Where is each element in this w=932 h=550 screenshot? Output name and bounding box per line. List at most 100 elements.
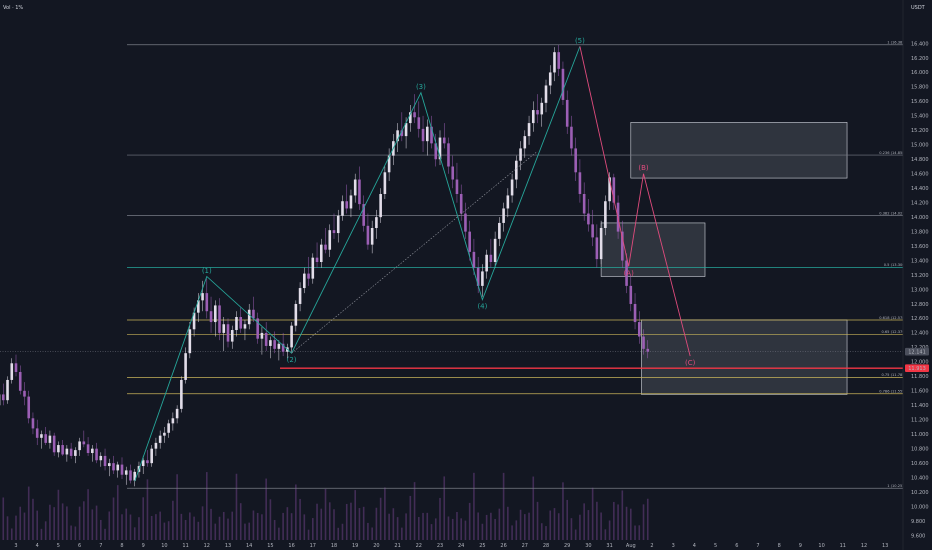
volume-bar — [528, 512, 530, 540]
volume-bar — [396, 517, 399, 540]
candle-body — [489, 254, 493, 263]
volume-bar — [290, 513, 293, 540]
volume-bar — [379, 497, 382, 540]
date-tick-label: 31 — [606, 543, 612, 549]
volume-bar — [6, 516, 9, 540]
date-tick-label: 9 — [142, 543, 145, 549]
candle-body — [52, 435, 56, 453]
date-tick-label: 20 — [373, 543, 379, 549]
candle-body — [230, 330, 234, 342]
candle-body — [154, 442, 158, 449]
date-tick-label: 3 — [672, 543, 675, 549]
candle-body — [6, 379, 9, 401]
corrective-wave-label: (C) — [685, 359, 696, 367]
price-tick-label: 12.400 — [911, 331, 929, 337]
price-tick-label: 16.200 — [911, 56, 929, 62]
candle-body — [31, 418, 35, 429]
volume-bar — [295, 484, 297, 540]
date-tick-label: 14 — [246, 543, 252, 549]
volume-bar — [104, 528, 106, 540]
candle-body — [218, 305, 221, 333]
volume-bar — [324, 488, 327, 540]
price-tick-label: 12.000 — [911, 360, 929, 366]
date-tick-label: 13 — [882, 543, 888, 549]
candle-body — [531, 110, 535, 124]
volume-bar — [341, 523, 344, 540]
volume-bar — [146, 479, 149, 540]
candle-body — [273, 340, 276, 349]
date-tick-label: 8 — [778, 543, 781, 549]
candle-body — [35, 428, 39, 438]
volume-bar — [549, 510, 552, 540]
price-tick-label: 12.600 — [911, 316, 929, 322]
volume-bar — [32, 498, 34, 540]
price-tick-label: 14.200 — [911, 200, 929, 206]
candle-body — [519, 148, 522, 161]
corrective-wave-label: (B) — [638, 164, 649, 172]
price-zone-box — [600, 222, 706, 277]
volume-bar — [87, 489, 89, 540]
candle-body — [608, 177, 611, 202]
date-tick-label: 5 — [57, 543, 60, 549]
candle-body — [570, 126, 573, 149]
volume-bar — [485, 514, 488, 540]
candle-body — [442, 137, 446, 144]
candle-body — [383, 172, 387, 194]
price-tick-label: 13.000 — [911, 287, 929, 293]
price-tick-label: 10.200 — [911, 490, 929, 496]
price-tick-label: 10.800 — [911, 446, 929, 452]
volume-bar — [23, 512, 26, 540]
candle-body — [370, 228, 374, 245]
candle-body — [540, 102, 544, 115]
volume-bar — [176, 474, 178, 540]
candle-body — [99, 455, 103, 461]
volume-bar — [91, 509, 94, 540]
price-axis[interactable]: 16.400 16.200 16.000 15.800 15.600 15.400 15.2… — [902, 0, 932, 550]
volume-bar — [129, 514, 132, 540]
candle-body — [103, 455, 107, 467]
time-axis[interactable]: 3 4 5 6 7 8 9 10 11 12 13 14 15 16 17 18 19 20 21 22 23 24 25 2… — [14, 543, 888, 549]
date-tick-label: 16 — [288, 543, 294, 549]
candle-body — [86, 444, 90, 454]
corrective-wave-line — [579, 46, 691, 357]
candle-body — [1, 394, 5, 401]
candle-body — [493, 238, 497, 263]
volume-bar — [155, 514, 157, 540]
date-tick-label: 12 — [204, 543, 210, 549]
candle-body — [205, 293, 209, 312]
volume-bar — [239, 503, 242, 540]
candle-body — [472, 251, 476, 268]
date-tick-label: 10 — [818, 543, 824, 549]
candle-body — [515, 160, 518, 180]
price-tick-label: 12.800 — [911, 302, 929, 308]
candle-body — [434, 143, 438, 160]
candle-body — [175, 408, 179, 419]
volume-bar — [78, 506, 81, 540]
candle-body — [625, 260, 628, 286]
volume-bar — [184, 519, 187, 540]
candle-body — [319, 244, 323, 263]
candle-body — [468, 231, 471, 252]
volume-bar — [19, 506, 22, 540]
candle-body — [95, 448, 98, 461]
candle-body — [565, 99, 569, 127]
volume-bar — [362, 506, 365, 540]
volume-bar — [57, 489, 60, 540]
candle-body — [146, 460, 149, 464]
date-tick-label: 13 — [225, 543, 231, 549]
candle-body — [637, 322, 641, 337]
date-tick-label: 29 — [564, 543, 570, 549]
candle-body — [307, 273, 310, 279]
candle-body — [604, 201, 607, 228]
price-tick-label: 11.800 — [911, 374, 929, 380]
volume-bar — [388, 513, 390, 540]
candle-body — [44, 434, 47, 443]
impulse-wave-label: (1) — [202, 267, 212, 275]
volume-bar — [269, 499, 272, 540]
volume-bar — [532, 476, 535, 540]
volume-bar — [53, 507, 55, 540]
price-tick-label: 15.000 — [911, 143, 929, 149]
volume-bar — [439, 497, 441, 540]
volume-bar — [159, 511, 161, 540]
date-tick-label: 15 — [267, 543, 273, 549]
